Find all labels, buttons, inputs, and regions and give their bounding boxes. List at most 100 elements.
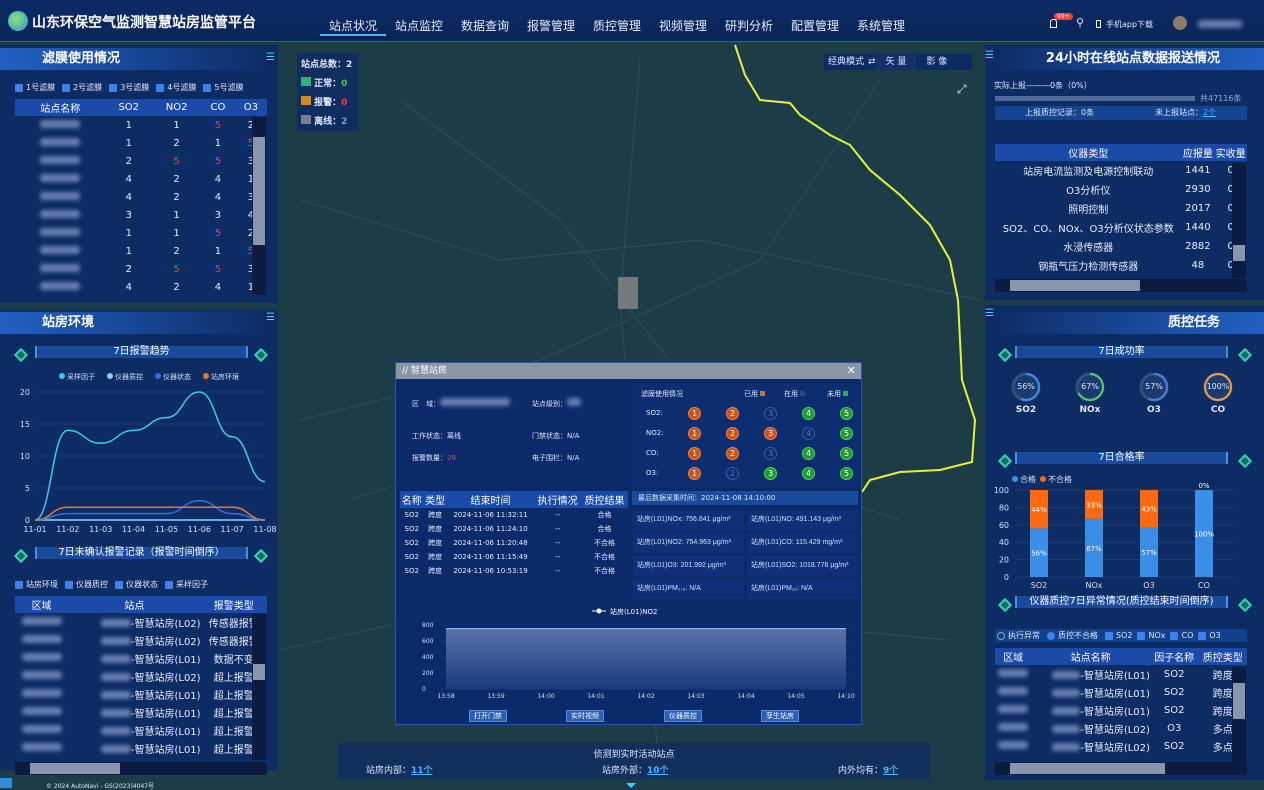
menu-toggle-icon[interactable]: ☰ (266, 312, 275, 323)
nav-alarm[interactable]: 报警管理 (526, 19, 575, 33)
table-row[interactable]: -智慧站房(L01) 超上报警 (15, 703, 267, 721)
checkbox-icon[interactable] (109, 83, 118, 92)
open-door-button[interactable]: 打开门禁 (469, 710, 507, 722)
table-row[interactable]: 照明控制 2017 0 (995, 199, 1247, 218)
checkbox-2[interactable]: 仪器状态 (115, 579, 158, 590)
nav-site-status[interactable]: 站点状况 (320, 17, 386, 36)
table-row[interactable]: 1 1 5 2 (15, 116, 267, 134)
checkbox-icon[interactable] (115, 580, 123, 589)
checkbox-4[interactable]: 5号滤膜 (203, 82, 243, 93)
radio-1[interactable]: 质控不合格 (1047, 630, 1098, 641)
table-row[interactable]: -智慧站房(L02) 超上报警 (15, 667, 267, 685)
table-row[interactable]: SO2 跨度 2024-11-06 11:20:48 -- 不合格 (400, 536, 628, 550)
table-row[interactable]: 水浸传感器 2882 0 (995, 237, 1247, 256)
table-row[interactable]: SO2 跨度 2024-11-06 11:15:49 -- 不合格 (400, 550, 628, 564)
table-row[interactable]: -智慧站房(L01) 数据不变 (15, 649, 267, 667)
table-row[interactable]: 2 5 5 3 (15, 260, 267, 278)
table-row[interactable]: -智慧站房(L01) 超上报警 (15, 685, 267, 703)
table-row[interactable]: SO2 跨度 2024-11-06 11:32:11 -- 合格 (400, 508, 628, 522)
radio-0[interactable]: 执行异常 (997, 630, 1040, 641)
nav-data-query[interactable]: 数据查询 (460, 19, 509, 33)
live-video-button[interactable]: 实时视频 (566, 710, 604, 722)
table-row[interactable]: O3分析仪 2930 0 (995, 180, 1247, 199)
checkbox-3[interactable]: 4号滤膜 (156, 82, 196, 93)
table-row[interactable]: 1 1 5 2 (15, 224, 267, 242)
vector-layer-button[interactable]: 矢 量 (875, 54, 917, 70)
table-row[interactable]: 1 2 1 5 (15, 242, 267, 260)
checkbox-icon (1198, 631, 1207, 640)
table-row[interactable]: SO2 跨度 2024-11-06 10:53:19 -- 不合格 (400, 564, 628, 578)
checkbox-1[interactable]: 2号滤膜 (62, 82, 102, 93)
alarm-table-hscrollbar[interactable] (15, 762, 267, 775)
table-row[interactable]: -智慧站房(L02) O3 多点 (995, 719, 1247, 737)
menu-toggle-icon[interactable]: ☰ (985, 50, 994, 61)
user-avatar[interactable] (1173, 16, 1187, 30)
image-layer-button[interactable]: 影 像 (926, 57, 948, 67)
table-row[interactable]: -智慧站房(L01) 超上报警 (15, 739, 267, 757)
table-row[interactable]: 4 2 4 1 (15, 278, 267, 296)
device-table-hscrollbar[interactable] (995, 279, 1247, 292)
table-row[interactable]: -智慧站房(L02) 传感器报警 (15, 631, 267, 649)
fullscreen-icon[interactable]: ⤢ (957, 82, 967, 96)
table-row[interactable]: -智慧站房(L01) SO2 跨度 (995, 701, 1247, 719)
table-row[interactable]: 4 2 4 1 (15, 170, 267, 188)
nav-config[interactable]: 配置管理 (790, 19, 839, 33)
checkbox-icon[interactable] (165, 580, 173, 589)
nav-system[interactable]: 系统管理 (856, 19, 905, 33)
digital-twin-button[interactable]: 孪生站房 (761, 710, 799, 722)
checkbox-0[interactable]: 1号滤膜 (15, 82, 55, 93)
checkbox-2[interactable]: 3号滤膜 (109, 82, 149, 93)
table-row[interactable]: 3 1 3 4 (15, 206, 267, 224)
checkbox-icon[interactable] (15, 83, 23, 92)
collapse-arrow-icon[interactable] (626, 783, 636, 788)
classic-mode-toggle[interactable]: 经典模式 (828, 57, 865, 67)
inside-link[interactable]: 11个 (411, 766, 433, 776)
nav-site-monitor[interactable]: 站点监控 (394, 19, 443, 33)
alarm-table-vscrollbar[interactable] (252, 614, 266, 760)
table-row[interactable]: -智慧站房(L02) SO2 多点 (995, 737, 1247, 755)
filter-table-scrollbar[interactable] (252, 117, 266, 295)
checkbox-NOx[interactable]: NOx (1137, 631, 1165, 640)
table-row[interactable]: 站房电流监测及电源控制联动 1441 0 (995, 161, 1247, 180)
checkbox-icon[interactable] (62, 83, 71, 92)
checkbox-icon[interactable] (15, 580, 23, 589)
device-table-vscrollbar[interactable] (1232, 163, 1246, 278)
outside-link[interactable]: 10个 (647, 766, 669, 776)
nav-analysis[interactable]: 研判分析 (724, 19, 773, 33)
table-row[interactable]: -智慧站房(L02) 传感器报警 (15, 613, 267, 631)
close-icon[interactable]: ✕ (846, 364, 856, 377)
bell-icon[interactable] (1050, 19, 1057, 28)
app-download-link[interactable]: 手机app下载 (1106, 20, 1154, 29)
checkbox-O3[interactable]: O3 (1198, 631, 1221, 640)
instrument-qc-button[interactable]: 仪器质控 (664, 710, 702, 722)
table-row[interactable]: -智慧站房(L01) 超上报警 (15, 721, 267, 739)
nav-qc[interactable]: 质控管理 (592, 19, 641, 33)
checkbox-0[interactable]: 站房环境 (15, 579, 58, 590)
checkbox-icon[interactable] (65, 580, 73, 589)
search-icon[interactable]: ⚲ (1076, 16, 1085, 29)
table-row[interactable]: -智慧站房(L01) SO2 跨度 (995, 665, 1247, 683)
unreported-link[interactable]: 2个 (1203, 108, 1217, 117)
checkbox-1[interactable]: 仪器质控 (65, 579, 108, 590)
both-link[interactable]: 9个 (883, 766, 899, 776)
qc-table-hscrollbar[interactable] (995, 762, 1247, 775)
table-row[interactable]: SO2、CO、NOx、O3分析仪状态参数 1440 0 (995, 218, 1247, 237)
checkbox-CO[interactable]: CO (1170, 631, 1193, 640)
table-row[interactable]: -智慧站房(L01) SO2 跨度 (995, 683, 1247, 701)
swap-icon[interactable]: ⇄ (868, 57, 876, 67)
checkbox-SO2[interactable]: SO2 (1105, 631, 1132, 640)
checkbox-icon[interactable] (156, 83, 165, 92)
table-row[interactable]: 钢瓶气压力检测传感器 48 0 (995, 256, 1247, 275)
table-row[interactable]: SO2 跨度 2024-11-06 11:24:10 -- 合格 (400, 522, 628, 536)
menu-toggle-icon[interactable]: ☰ (266, 52, 275, 63)
table-row[interactable]: 4 2 4 3 (15, 188, 267, 206)
checkbox-3[interactable]: 采样因子 (165, 579, 208, 590)
qc-table-vscrollbar[interactable] (1232, 667, 1246, 762)
checkbox-icon[interactable] (203, 83, 212, 92)
username[interactable] (1198, 20, 1242, 28)
station-marker-icon[interactable] (618, 277, 638, 309)
nav-video[interactable]: 视频管理 (658, 19, 707, 33)
table-row[interactable]: 2 5 5 3 (15, 152, 267, 170)
menu-toggle-icon[interactable]: ☰ (985, 308, 994, 319)
table-row[interactable]: 1 2 1 5 (15, 134, 267, 152)
